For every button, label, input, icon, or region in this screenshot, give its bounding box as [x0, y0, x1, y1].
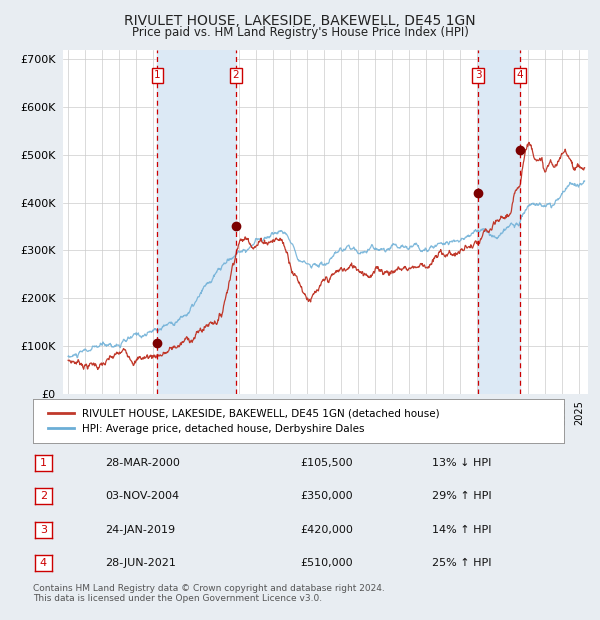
Text: 28-JUN-2021: 28-JUN-2021	[105, 558, 176, 568]
Text: RIVULET HOUSE, LAKESIDE, BAKEWELL, DE45 1GN: RIVULET HOUSE, LAKESIDE, BAKEWELL, DE45 …	[124, 14, 476, 28]
Text: 1: 1	[154, 71, 161, 81]
Text: 28-MAR-2000: 28-MAR-2000	[105, 458, 180, 468]
Text: 2: 2	[233, 71, 239, 81]
Text: £420,000: £420,000	[300, 525, 353, 534]
Text: 25% ↑ HPI: 25% ↑ HPI	[432, 558, 491, 568]
Text: Contains HM Land Registry data © Crown copyright and database right 2024.
This d: Contains HM Land Registry data © Crown c…	[33, 584, 385, 603]
Bar	[157, 50, 236, 394]
Text: 2: 2	[40, 492, 47, 502]
Text: 1: 1	[40, 458, 47, 468]
Text: £350,000: £350,000	[300, 492, 353, 502]
Bar	[478, 50, 520, 394]
Text: £105,500: £105,500	[300, 458, 353, 468]
Text: 14% ↑ HPI: 14% ↑ HPI	[432, 525, 491, 534]
Text: 3: 3	[475, 71, 482, 81]
Text: 03-NOV-2004: 03-NOV-2004	[105, 492, 179, 502]
Text: £510,000: £510,000	[300, 558, 353, 568]
Text: 29% ↑ HPI: 29% ↑ HPI	[432, 492, 491, 502]
Text: Price paid vs. HM Land Registry's House Price Index (HPI): Price paid vs. HM Land Registry's House …	[131, 26, 469, 39]
Legend: RIVULET HOUSE, LAKESIDE, BAKEWELL, DE45 1GN (detached house), HPI: Average price: RIVULET HOUSE, LAKESIDE, BAKEWELL, DE45 …	[44, 404, 444, 438]
Text: 13% ↓ HPI: 13% ↓ HPI	[432, 458, 491, 468]
Text: 24-JAN-2019: 24-JAN-2019	[105, 525, 175, 534]
Text: 4: 4	[517, 71, 523, 81]
Text: 3: 3	[40, 525, 47, 534]
Text: 4: 4	[40, 558, 47, 568]
